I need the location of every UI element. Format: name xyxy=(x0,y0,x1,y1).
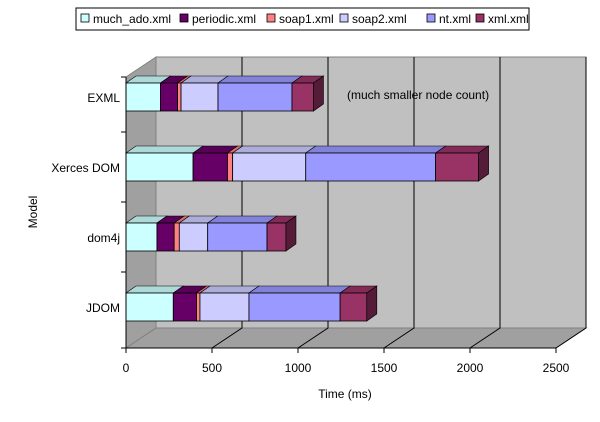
bar-segment xyxy=(172,292,197,322)
bar-segment xyxy=(196,292,201,322)
bar-segment xyxy=(305,152,436,182)
legend-label: periodic.xml xyxy=(192,12,256,26)
x-tick-label: 0 xyxy=(123,361,130,375)
bar-end xyxy=(285,215,297,252)
legend-swatch xyxy=(475,13,485,23)
bar-top xyxy=(304,145,447,154)
bar-segment xyxy=(159,82,178,112)
bar-segment xyxy=(180,82,219,112)
y-tick-label: dom4j xyxy=(87,231,120,245)
legend-label: soap1.xml xyxy=(279,12,334,26)
x-tick-label: 1000 xyxy=(285,361,312,375)
legend-swatch xyxy=(426,13,436,23)
legend: much_ado.xml periodic.xml soap1.xml soap2.x… xyxy=(75,7,530,31)
x-tick-label: 2500 xyxy=(543,361,570,375)
y-tick-label: Xerces DOM xyxy=(51,161,120,175)
y-tick-label: JDOM xyxy=(86,301,120,315)
bar-top xyxy=(248,285,352,294)
bar-end xyxy=(478,145,489,182)
bar-top xyxy=(217,75,303,84)
gridline xyxy=(469,57,501,349)
x-tick-label: 500 xyxy=(202,361,222,375)
legend-label: much_ado.xml xyxy=(93,12,171,26)
bar-segment xyxy=(125,292,174,322)
bar-segment xyxy=(125,152,194,182)
legend-label: xml.xml xyxy=(488,12,529,26)
y-tick-label: EXML xyxy=(87,91,120,105)
floor xyxy=(124,327,588,349)
gridline xyxy=(555,57,587,349)
x-tick-label: 2000 xyxy=(457,361,484,375)
bar-segment xyxy=(217,82,293,112)
bar-segment xyxy=(291,82,314,112)
bar-segment xyxy=(435,152,480,182)
bar-segment xyxy=(156,222,175,252)
bar-segment xyxy=(207,222,268,252)
bar-segment xyxy=(125,82,161,112)
legend-box xyxy=(75,7,530,31)
bar-segment xyxy=(248,292,341,322)
axes: 0 500 1000 1500 2000 2500 EXML Xerces DOM dom4j J… xyxy=(51,76,570,375)
x-axis-label: Time (ms) xyxy=(318,387,372,401)
legend-label: soap2.xml xyxy=(352,12,407,26)
bar-segment xyxy=(339,292,368,322)
bar-top xyxy=(231,145,317,154)
bar-segment xyxy=(173,222,180,252)
legend-swatch xyxy=(339,13,349,23)
bars xyxy=(125,75,490,322)
legend-swatch xyxy=(179,13,189,23)
legend-swatch xyxy=(80,13,90,23)
bar-segment xyxy=(125,222,158,252)
bar-top xyxy=(206,215,278,224)
y-axis-label: Model xyxy=(26,196,40,229)
bar-top xyxy=(125,145,205,154)
annotation: (much smaller node count) xyxy=(347,88,489,102)
bar-segment xyxy=(199,292,250,322)
bar-end xyxy=(366,285,378,322)
x-tick-label: 1500 xyxy=(371,361,398,375)
bar-segment xyxy=(177,82,182,112)
bar-segment xyxy=(232,152,307,182)
legend-swatch xyxy=(266,13,276,23)
bar-segment xyxy=(227,152,234,182)
bar-segment xyxy=(178,222,209,252)
bar-segment xyxy=(192,152,228,182)
bar-end xyxy=(313,75,324,112)
bar-segment xyxy=(266,222,287,252)
legend-label: nt.xml xyxy=(439,12,471,26)
